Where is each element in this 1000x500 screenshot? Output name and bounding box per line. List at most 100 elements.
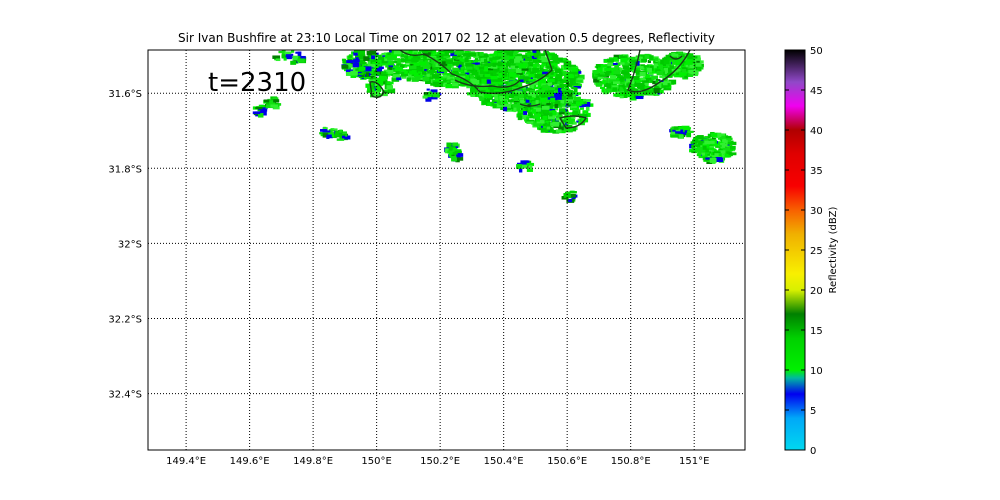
echo-pixel [362,62,366,68]
echo-pixel [572,81,579,85]
echo-pixel [477,82,482,86]
echo-pixel [269,100,275,106]
echo-pixel [705,148,709,153]
echo-pixel [627,81,631,85]
echo-pixel [651,67,658,70]
echo-pixel [526,52,534,56]
echo-pixel [553,96,558,101]
echo-pixel [404,70,408,74]
echo-pixel [728,143,733,147]
echo-pixel [567,72,574,75]
echo-pixel [691,150,698,154]
echo-pixel [728,152,737,156]
echo-pixel [524,73,530,77]
echo-pixel [522,86,526,91]
echo-pixel [636,66,645,70]
echo-pixel [490,66,498,69]
echo-pixel [675,69,681,72]
echo-pixel [531,106,538,109]
echo-pixel [471,94,476,97]
echo-pixel [405,60,413,64]
echo-pixel [492,62,497,67]
echo-pixel [466,57,472,60]
echo-pixel [685,128,691,132]
echo-pixel [554,92,563,96]
echo-pixel [552,129,560,134]
echo-pixel [363,66,372,72]
echo-pixel [297,51,302,57]
echo-pixel [427,79,435,83]
echo-pixel [527,62,533,65]
echo-pixel [343,60,351,66]
echo-pixel [542,85,549,89]
echo-pixel [413,72,419,78]
echo-pixel [670,131,676,135]
longitude-tick-labels: 149.4°E 149.6°E 149.8°E 150°E 150.2°E 150.4°E… [166,456,709,467]
echo-pixel [675,62,681,67]
echo-pixel [592,72,596,78]
echo-pixel [664,81,672,85]
echo-pixel [452,55,458,59]
echo-pixel [729,145,736,150]
echo-pixel [520,79,524,83]
echo-pixel [575,80,583,83]
echo-pixel [605,88,612,93]
echo-pixel [345,60,354,64]
echo-pixel [570,115,576,119]
echo-pixel [283,57,287,61]
echo-pixel [697,66,702,72]
echo-pixel [258,104,265,107]
echo-pixel [346,63,355,68]
echo-pixel [515,65,522,69]
echo-pixel [644,86,651,89]
echo-pixel [619,93,624,99]
echo-pixel [527,99,535,103]
echo-pixel [481,87,486,90]
echo-pixel [523,101,528,105]
echo-contour [558,115,588,129]
echo-pixel [557,81,562,86]
echo-pixel [608,67,616,71]
echo-pixel [518,167,523,173]
echo-pixel [554,68,562,73]
echo-pixel [633,76,640,80]
echo-pixel [535,92,541,95]
echo-pixel [452,82,459,87]
echo-pixel [395,70,400,75]
echo-pixel [609,75,616,80]
echo-pixel [675,58,679,63]
echo-pixel [546,65,555,69]
echo-pixel [377,79,384,85]
echo-pixel [606,58,614,63]
echo-pixel [431,50,437,54]
echo-pixel [476,51,480,57]
echo-pixel [342,58,347,64]
echo-pixel [330,128,338,131]
echo-pixel [693,148,697,151]
echo-pixel [675,72,679,75]
echo-pixel [607,61,613,67]
echo-pixel [537,53,546,57]
echo-pixel [492,71,497,76]
echo-pixel [526,87,533,92]
echo-pixel [439,82,446,87]
echo-pixel [578,74,585,80]
echo-pixel [628,62,633,66]
echo-pixel [515,68,522,74]
echo-pixel [663,59,670,65]
echo-pixel [548,61,554,65]
echo-pixel [561,57,568,61]
echo-pixel [520,88,526,91]
echo-pixel [415,59,422,65]
echo-pixel [464,50,469,54]
echo-pixel [662,57,670,61]
echo-pixel [471,60,476,64]
echo-pixel [437,52,445,55]
echo-pixel [518,93,524,99]
echo-pixel [426,50,433,54]
echo-pixel [564,125,572,128]
echo-pixel [536,119,545,124]
echo-pixel [570,103,575,107]
echo-pixel [653,62,658,68]
echo-pixel [399,65,405,69]
